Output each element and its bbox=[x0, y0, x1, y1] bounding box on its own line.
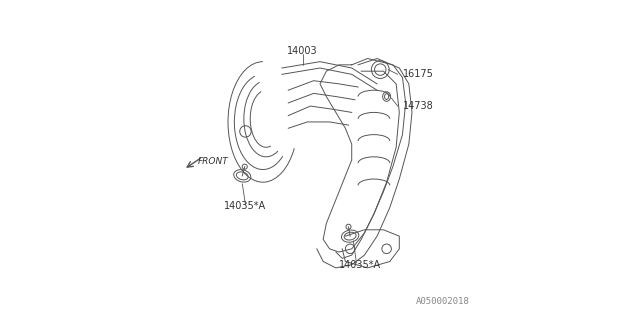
Text: 14035*A: 14035*A bbox=[339, 260, 381, 270]
Text: 16175: 16175 bbox=[403, 69, 433, 79]
Text: 14738: 14738 bbox=[403, 101, 433, 111]
Text: 14035*A: 14035*A bbox=[225, 201, 266, 211]
Text: A050002018: A050002018 bbox=[415, 297, 469, 306]
Text: FRONT: FRONT bbox=[198, 157, 228, 166]
Text: 14003: 14003 bbox=[287, 45, 318, 56]
